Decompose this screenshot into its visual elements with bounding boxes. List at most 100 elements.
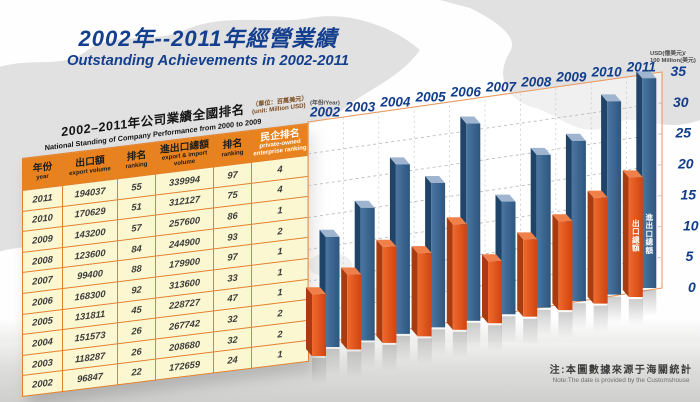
bar-export-2006-top <box>446 217 467 225</box>
bar-export-2003-side <box>341 267 348 350</box>
bar-export-2005-reflection <box>417 338 432 365</box>
bar-export-2010-top <box>587 190 608 198</box>
bar-export-2009-side <box>552 214 559 311</box>
bar-total-2002-top <box>319 229 340 237</box>
year-label-2010: 2010 <box>591 65 623 80</box>
y-axis-tick-label: 30 <box>673 94 689 110</box>
year-label-2004: 2004 <box>379 94 411 109</box>
bar-export-2010-reflection <box>593 305 608 332</box>
bar-total-2004-top <box>389 157 410 165</box>
bar-export-2006 <box>452 224 467 330</box>
bar-total-2002 <box>325 236 340 347</box>
chart-note-en: Note:The date is provided by the Customs… <box>552 377 690 384</box>
bar-total-2011-reflection <box>642 290 657 317</box>
bar-export-2006-side <box>446 217 453 330</box>
bar-export-2002 <box>312 294 326 356</box>
page-title-en: Outstanding Achievements in 2002-2011 <box>66 53 350 70</box>
bar-export-2007-top <box>482 254 502 262</box>
bar-export-2011 <box>628 177 643 298</box>
year-label-2006: 2006 <box>450 85 482 100</box>
bar-export-2010 <box>593 197 608 304</box>
bar-export-2008 <box>523 239 538 317</box>
bar-export-2004 <box>382 246 397 343</box>
year-label-2002: 2002 <box>309 104 341 119</box>
bar-total-2009-reflection <box>571 303 586 330</box>
bar-total-2008-top <box>530 147 551 155</box>
bar-total-2007 <box>501 201 516 315</box>
bar-total-2003 <box>360 207 375 341</box>
y-axis-tick-label: 25 <box>675 125 692 141</box>
year-label-2009: 2009 <box>555 70 587 85</box>
bar-export-2002-reflection <box>312 358 326 384</box>
y-axis-tick-label: 15 <box>681 186 697 202</box>
bar-total-2004-reflection <box>395 335 410 362</box>
bar-total-2011 <box>642 78 657 289</box>
bar-export-2005-top <box>411 246 432 254</box>
bar-export-2008-top <box>517 232 538 240</box>
y-axis-tick-label: 20 <box>677 156 694 172</box>
bar-total-2005-reflection <box>431 329 446 356</box>
bar-total-2005 <box>431 182 446 328</box>
bar-total-2002-reflection <box>325 349 340 375</box>
bar-total-2008-reflection <box>536 309 551 336</box>
map-greenland <box>554 0 632 45</box>
bar-export-2009-reflection <box>558 312 573 339</box>
bar-export-2005 <box>417 253 432 337</box>
bar-export-2006-reflection <box>452 331 467 358</box>
y-axis-tick-label: 35 <box>671 63 687 79</box>
bar-export-2007 <box>488 261 502 324</box>
bar-total-2003-reflection <box>360 342 375 369</box>
bar-total-2006-reflection <box>466 322 481 349</box>
bar-total-2007-reflection <box>501 316 516 343</box>
year-label-2005: 2005 <box>415 90 447 105</box>
bar-export-2008-side <box>517 232 524 317</box>
year-label-2007: 2007 <box>485 80 518 95</box>
bar-total-2010 <box>607 101 622 295</box>
bar-total-2009-top <box>565 133 586 141</box>
bar-export-2002-side <box>306 287 312 356</box>
legend-total-label: 進出口總額 <box>645 212 654 255</box>
bar-total-2008 <box>536 154 551 308</box>
bar-export-2007-side <box>482 254 488 324</box>
chart-note-zh: 注:本圖數據來源于海關統計 <box>549 365 693 376</box>
page-title: 2002年--2011年經營業績 Outstanding Achievement… <box>56 26 360 70</box>
bar-export-2009 <box>558 221 573 311</box>
chart-note: 注:本圖數據來源于海關統計 Note:The date is provided … <box>532 361 700 384</box>
y-axis-title-line2: 100 Million(美元) <box>650 56 696 64</box>
bar-total-2011-top <box>636 71 657 79</box>
bar-export-2004-side <box>376 239 383 343</box>
bar-total-2010-top <box>601 94 622 102</box>
bar-export-2004-top <box>376 239 397 247</box>
y-axis-tick-label: 0 <box>688 279 696 295</box>
bar-total-2007-top <box>495 194 516 202</box>
bar-export-2002-top <box>306 287 326 295</box>
year-label-2011: 2011 <box>626 60 656 75</box>
bar-total-2004 <box>395 164 410 334</box>
bar-export-2003-top <box>341 267 362 275</box>
y-axis-tick-label: 5 <box>686 248 694 264</box>
bar-total-2003-top <box>354 200 375 208</box>
bar-total-2010-reflection <box>607 296 622 323</box>
bar-export-2011-side <box>622 170 629 298</box>
year-label-2008: 2008 <box>520 75 552 90</box>
bar-export-2008-reflection <box>523 318 538 345</box>
bar-export-2007-reflection <box>488 325 502 352</box>
y-axis-title-line1: USD(億美元)/ <box>650 49 686 57</box>
page-title-zh: 2002年--2011年經營業績 <box>78 26 338 51</box>
legend-export-label: 出口總額 <box>631 218 640 253</box>
y-axis-tick-label: 10 <box>683 217 699 233</box>
bar-export-2010-side <box>587 190 594 304</box>
bar-total-2006 <box>466 123 481 321</box>
bar-export-2003 <box>347 274 362 350</box>
year-label-2003: 2003 <box>344 99 376 114</box>
bar-total-2009 <box>571 140 586 302</box>
bar-export-2003-reflection <box>347 351 362 378</box>
x-axis-unit-label: (年份/Year) <box>310 99 340 107</box>
bar-total-2006-top <box>460 116 481 124</box>
bar-export-2009-top <box>552 214 573 222</box>
bar-total-2005-top <box>425 175 446 183</box>
bar-export-2011-reflection <box>628 299 643 326</box>
bar-export-2004-reflection <box>382 344 397 371</box>
